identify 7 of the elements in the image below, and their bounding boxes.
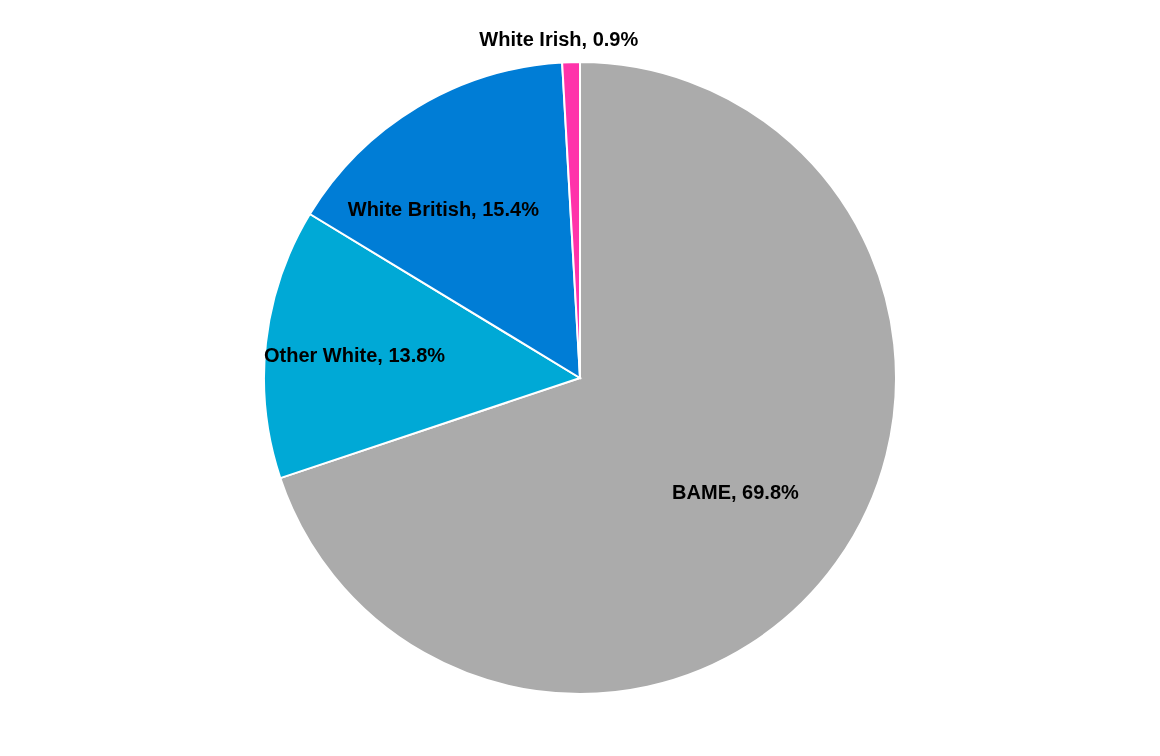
data-label: , 15.4% <box>471 198 540 221</box>
data-label: , 69.8% <box>730 480 800 503</box>
slice-label: BAME <box>672 480 731 503</box>
data-label: , 13.8% <box>377 344 446 367</box>
slice-label: White British <box>347 198 472 221</box>
data-label: , 0.9% <box>581 28 639 51</box>
slice-label: White Irish <box>479 28 582 51</box>
